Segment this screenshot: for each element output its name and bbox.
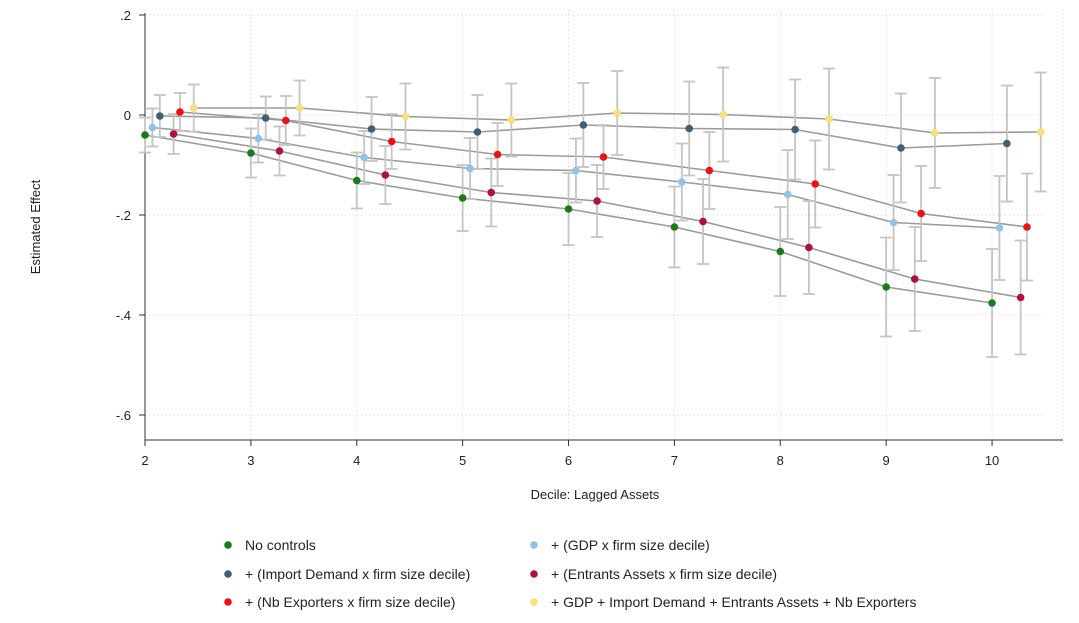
legend-marker <box>530 541 538 549</box>
data-point <box>473 128 482 136</box>
legend-label: + (GDP x firm size decile) <box>551 537 710 553</box>
data-points <box>141 104 1045 307</box>
data-point <box>141 131 149 139</box>
data-point <box>487 188 496 197</box>
data-point <box>176 108 184 116</box>
legend-marker <box>224 570 232 578</box>
x-axis-ticks: 2 3 4 5 6 7 8 9 10 <box>141 440 999 468</box>
data-point <box>805 243 813 252</box>
legend-label: + GDP + Import Demand + Entrants Assets … <box>551 594 916 610</box>
data-point <box>783 190 792 199</box>
data-point <box>1023 223 1031 231</box>
data-point <box>705 166 714 175</box>
x-tick-label: 7 <box>671 453 678 468</box>
data-point <box>401 112 410 121</box>
data-point <box>466 164 474 173</box>
data-point <box>247 149 255 157</box>
legend: No controls + (GDP x firm size decile) + (… <box>224 537 916 610</box>
data-point <box>493 150 502 159</box>
x-axis-title: Decile: Lagged Assets <box>531 487 660 502</box>
data-point <box>811 180 820 188</box>
axes <box>144 13 1063 441</box>
data-point <box>261 114 270 122</box>
grid <box>144 10 1064 440</box>
x-tick-label: 4 <box>353 453 360 468</box>
data-point <box>507 116 516 124</box>
data-point <box>910 275 919 283</box>
data-point <box>613 109 622 117</box>
legend-label: No controls <box>245 537 316 553</box>
data-point <box>593 197 601 205</box>
x-tick-label: 2 <box>141 453 148 468</box>
data-point <box>156 112 164 120</box>
data-point <box>931 129 939 137</box>
data-point <box>791 125 799 134</box>
y-tick-label: .2 <box>120 8 131 23</box>
data-point <box>670 223 679 231</box>
data-point <box>381 171 390 179</box>
legend-marker <box>224 541 232 549</box>
data-point <box>169 130 178 138</box>
x-tick-label: 9 <box>883 453 890 468</box>
data-point <box>579 121 588 129</box>
legend-marker <box>530 598 538 606</box>
data-point <box>995 224 1004 232</box>
x-tick-label: 6 <box>565 453 572 468</box>
data-point <box>699 217 707 226</box>
x-tick-label: 10 <box>985 453 999 468</box>
y-axis-ticks: .2 0 -.2 -.4 -.6 <box>116 8 145 423</box>
data-point <box>917 209 925 218</box>
data-point <box>458 194 467 202</box>
data-point <box>685 124 694 133</box>
legend-marker <box>530 570 538 578</box>
data-point <box>1016 293 1025 302</box>
data-point <box>897 144 905 152</box>
data-point <box>825 115 833 123</box>
data-point <box>254 134 263 143</box>
data-point <box>367 125 376 133</box>
data-point <box>360 153 368 162</box>
x-tick-label: 3 <box>247 453 254 468</box>
data-point <box>1003 139 1011 148</box>
legend-label: + (Nb Exporters x firm size decile) <box>245 594 455 610</box>
legend-label: + (Import Demand x firm size decile) <box>245 566 470 582</box>
y-tick-label: -.6 <box>116 408 131 423</box>
y-tick-label: 0 <box>124 108 131 123</box>
data-point <box>882 283 890 291</box>
data-point <box>352 176 361 185</box>
data-point <box>776 247 785 256</box>
x-tick-label: 8 <box>777 453 784 468</box>
data-point <box>988 299 996 307</box>
data-point <box>719 110 727 119</box>
data-point <box>275 147 284 155</box>
data-point <box>889 218 898 227</box>
data-point <box>1036 128 1045 136</box>
data-point <box>148 123 157 132</box>
legend-label: + (Entrants Assets x firm size decile) <box>551 566 777 582</box>
y-axis-title: Estimated Effect <box>28 179 43 274</box>
data-point <box>599 153 608 161</box>
data-point <box>387 137 396 146</box>
data-point <box>678 178 686 186</box>
data-point <box>564 205 573 213</box>
error-bars <box>139 66 1047 358</box>
legend-marker <box>224 598 232 606</box>
data-point <box>572 166 580 175</box>
x-tick-label: 5 <box>459 453 466 468</box>
data-point <box>282 116 290 125</box>
data-point <box>295 104 304 112</box>
y-tick-label: -.2 <box>116 208 131 223</box>
data-point <box>189 104 198 112</box>
y-tick-label: -.4 <box>116 308 131 323</box>
